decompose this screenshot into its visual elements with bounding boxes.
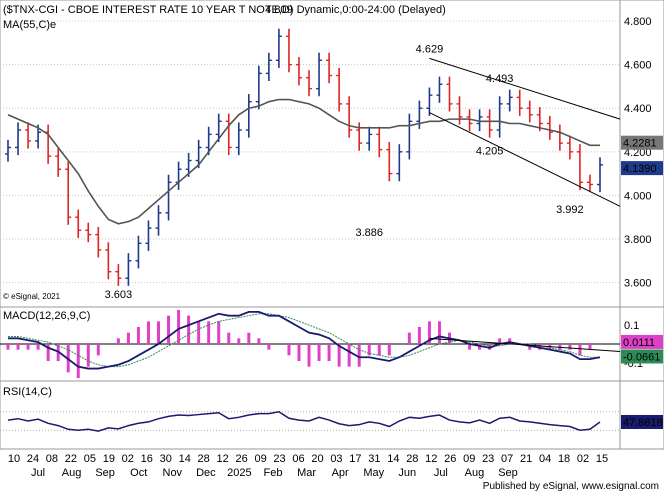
x-day-tick: 17 bbox=[349, 453, 361, 465]
macd-value-box-text: 0.0111 bbox=[623, 337, 655, 349]
x-month-tick: Sep bbox=[95, 467, 115, 479]
x-day-tick: 31 bbox=[368, 453, 380, 465]
price-y-tick: 3.600 bbox=[624, 278, 652, 290]
x-day-tick: 30 bbox=[160, 453, 172, 465]
last-price-box bbox=[621, 161, 663, 176]
x-month-tick: Oct bbox=[130, 467, 147, 479]
macd-title: MACD(12,26,9,C) bbox=[3, 310, 90, 322]
x-month-tick: Dec bbox=[196, 467, 216, 479]
price-annotation: 3.992 bbox=[556, 204, 584, 216]
x-day-tick: 16 bbox=[141, 453, 153, 465]
x-day-tick: 04 bbox=[539, 453, 551, 465]
macd-y-tick: 0.1 bbox=[624, 320, 639, 332]
x-day-tick: 03 bbox=[330, 453, 342, 465]
x-day-tick: 12 bbox=[217, 453, 229, 465]
x-day-tick: 24 bbox=[27, 453, 39, 465]
x-month-tick: Feb bbox=[264, 467, 283, 479]
x-month-tick: Nov bbox=[163, 467, 183, 479]
x-day-tick: 26 bbox=[444, 453, 456, 465]
x-month-tick: Jul bbox=[434, 467, 448, 479]
x-day-tick: 20 bbox=[311, 453, 323, 465]
x-day-tick: 08 bbox=[46, 453, 58, 465]
x-day-tick: 09 bbox=[463, 453, 475, 465]
x-day-tick: 09 bbox=[254, 453, 266, 465]
price-annotation: 4.629 bbox=[416, 43, 444, 55]
price-y-tick: 4.600 bbox=[624, 60, 652, 72]
x-day-tick: 18 bbox=[558, 453, 570, 465]
chart-title: ($TNX-CGI - CBOE INTEREST RATE 10 YEAR T… bbox=[3, 4, 446, 16]
rsi-value-text: 47.8618 bbox=[623, 417, 663, 429]
rsi-panel bbox=[0, 380, 664, 450]
x-month-tick: Apr bbox=[332, 467, 349, 479]
x-day-tick: 14 bbox=[179, 453, 191, 465]
macd-signal-box-text: -0.0661 bbox=[623, 351, 660, 363]
price-y-tick: 3.800 bbox=[624, 234, 652, 246]
x-day-tick: 15 bbox=[596, 453, 608, 465]
x-day-tick: 07 bbox=[501, 453, 513, 465]
x-day-tick: 21 bbox=[520, 453, 532, 465]
price-annotation: 4.809 bbox=[265, 4, 293, 16]
rsi-value-box bbox=[621, 414, 663, 429]
rsi-title: RSI(14,C) bbox=[3, 386, 52, 398]
footer: Published by eSignal, www.esignal.com bbox=[483, 481, 659, 492]
macd-value-box bbox=[621, 334, 663, 349]
ma-line bbox=[7, 98, 600, 225]
ma-value-box-text: 4.2281 bbox=[623, 138, 657, 150]
watermark: © eSignal, 2021 bbox=[3, 292, 61, 301]
x-day-tick: 02 bbox=[122, 453, 134, 465]
channel-line bbox=[429, 112, 621, 207]
x-day-tick: 06 bbox=[292, 453, 304, 465]
price-annotation: 4.493 bbox=[486, 73, 514, 85]
rsi-line bbox=[7, 411, 601, 432]
x-day-tick: 28 bbox=[198, 453, 210, 465]
macd-trendline bbox=[429, 337, 621, 353]
x-day-tick: 26 bbox=[235, 453, 247, 465]
x-month-tick: Sep bbox=[498, 467, 518, 479]
x-day-tick: 19 bbox=[103, 453, 115, 465]
price-y-tick: 4.000 bbox=[624, 190, 652, 202]
x-day-tick: 28 bbox=[406, 453, 418, 465]
price-annotation: 4.205 bbox=[476, 146, 504, 158]
x-day-tick: 10 bbox=[8, 453, 20, 465]
x-month-tick: Jul bbox=[31, 467, 45, 479]
price-y-tick: 4.800 bbox=[624, 16, 652, 28]
x-day-tick: 05 bbox=[84, 453, 96, 465]
price-annotation: 3.603 bbox=[105, 289, 133, 301]
x-day-tick: 02 bbox=[577, 453, 589, 465]
channel-line bbox=[429, 57, 621, 120]
x-month-tick: May bbox=[363, 467, 384, 479]
x-day-tick: 22 bbox=[65, 453, 77, 465]
price-y-tick: 4.200 bbox=[624, 147, 652, 159]
macd-signal-box bbox=[621, 349, 663, 364]
x-day-tick: 23 bbox=[273, 453, 285, 465]
ma-label: MA(55,C)e bbox=[3, 19, 56, 31]
x-day-tick: 14 bbox=[387, 453, 399, 465]
x-day-tick: 23 bbox=[482, 453, 494, 465]
ma-value-box bbox=[621, 135, 663, 150]
x-month-tick: Jun bbox=[398, 467, 416, 479]
price-panel bbox=[0, 0, 664, 308]
x-month-tick: Aug bbox=[62, 467, 82, 479]
x-day-tick: 12 bbox=[425, 453, 437, 465]
price-annotation: 3.886 bbox=[355, 227, 383, 239]
price-y-tick: 4.400 bbox=[624, 103, 652, 115]
last-price-box-text: 4.1390 bbox=[623, 163, 657, 175]
x-month-tick: 2025 bbox=[227, 467, 251, 479]
x-month-tick: Mar bbox=[297, 467, 316, 479]
x-month-tick: Aug bbox=[465, 467, 485, 479]
